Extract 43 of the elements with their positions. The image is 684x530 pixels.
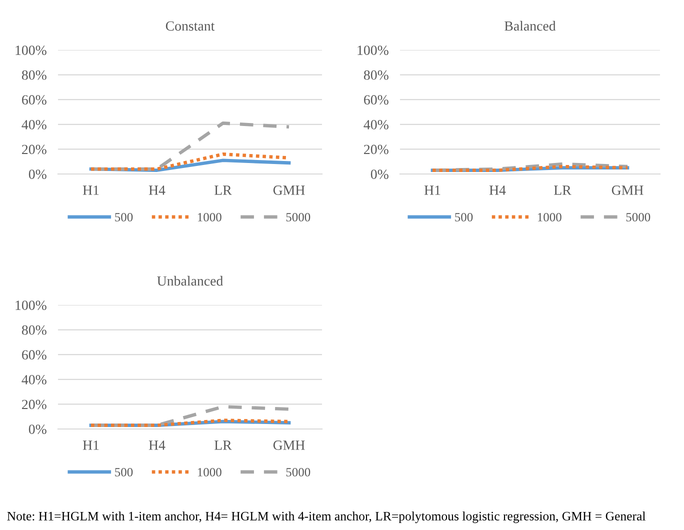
y-tick-label: 40% [22, 120, 46, 130]
y-tick-label: 40% [22, 374, 46, 384]
chart-title: Unbalanced [157, 276, 223, 286]
x-tick-label: GMH [612, 186, 644, 195]
y-tick-label: 40% [364, 120, 388, 130]
text: Note: H1=HGLM with 1-item anchor, H4= HGLM with 4-item anchor, LR=polytomous logistic regression, GMH = General [7, 511, 646, 524]
y-tick-label: 80% [22, 70, 46, 80]
y-tick-label: 100% [16, 300, 46, 310]
legend-label: 500 [115, 212, 133, 222]
y-tick-label: 60% [364, 95, 388, 105]
x-tick-label: H1 [424, 186, 440, 195]
legend-label: 500 [455, 212, 473, 222]
y-tick-label: 20% [22, 144, 46, 154]
y-tick-label: 100% [358, 46, 388, 55]
legend-label: 500 [115, 468, 133, 476]
x-tick-label: LR [214, 440, 232, 450]
legend-label: 5000 [286, 212, 310, 222]
y-tick-label: 0% [370, 170, 388, 179]
x-tick-label: H4 [148, 186, 166, 195]
x-tick-label: H1 [82, 186, 99, 195]
x-tick-label: H1 [82, 440, 99, 450]
legend-label: 1000 [198, 212, 222, 222]
y-tick-label: 0% [28, 170, 46, 179]
y-tick-label: 20% [22, 400, 46, 410]
legend-label: 1000 [198, 468, 222, 476]
y-tick-label: 0% [28, 424, 46, 434]
x-tick-label: H4 [148, 440, 166, 450]
legend-label: 5000 [286, 468, 310, 476]
x-tick-label: GMH [273, 186, 305, 195]
chart-title: Balanced [504, 20, 556, 31]
chart-title: Constant [166, 21, 215, 31]
legend-label: 1000 [538, 212, 562, 222]
y-tick-label: 80% [364, 70, 388, 80]
x-tick-label: LR [214, 186, 232, 195]
y-tick-label: 20% [364, 144, 388, 154]
y-tick-label: 60% [22, 95, 46, 105]
y-tick-label: 100% [16, 46, 46, 55]
x-tick-label: H4 [489, 186, 506, 195]
x-tick-label: LR [554, 186, 572, 195]
y-tick-label: 80% [22, 325, 46, 335]
y-tick-label: 60% [22, 350, 46, 360]
legend-label: 5000 [626, 212, 650, 222]
x-tick-label: GMH [273, 440, 305, 450]
